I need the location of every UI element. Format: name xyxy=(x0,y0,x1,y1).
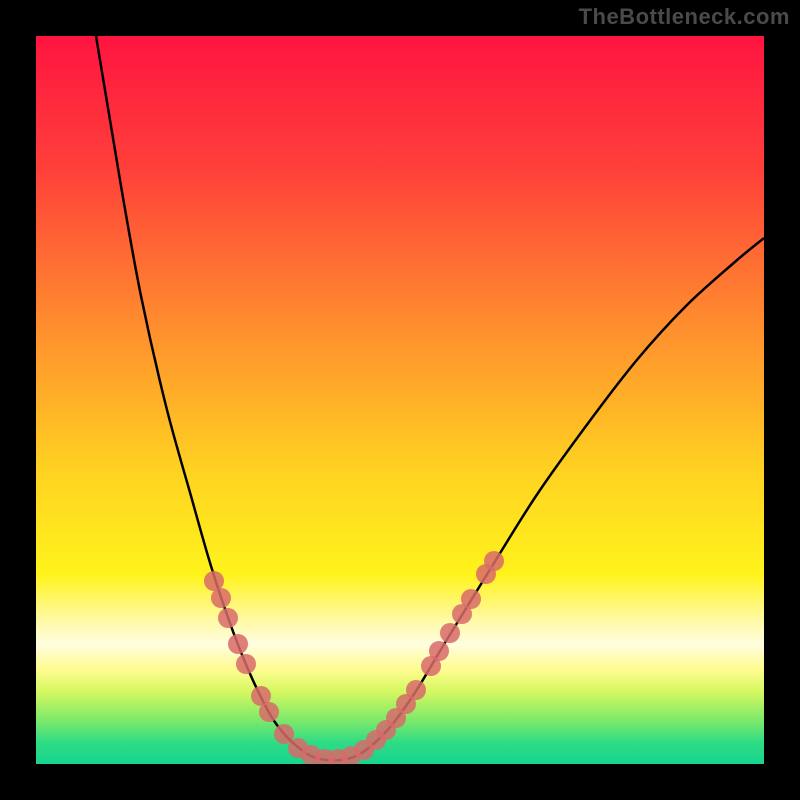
curve-marker xyxy=(218,608,238,628)
curve-marker xyxy=(211,588,231,608)
curve-marker xyxy=(259,702,279,722)
watermark-text: TheBottleneck.com xyxy=(579,4,790,30)
curve-marker xyxy=(236,654,256,674)
plot-background-gradient xyxy=(36,36,764,764)
curve-marker xyxy=(228,634,248,654)
figure-root: TheBottleneck.com xyxy=(0,0,800,800)
curve-marker xyxy=(461,589,481,609)
curve-marker xyxy=(484,551,504,571)
gradient-chart xyxy=(0,0,800,800)
curve-marker xyxy=(406,680,426,700)
curve-marker xyxy=(440,623,460,643)
curve-marker xyxy=(429,641,449,661)
